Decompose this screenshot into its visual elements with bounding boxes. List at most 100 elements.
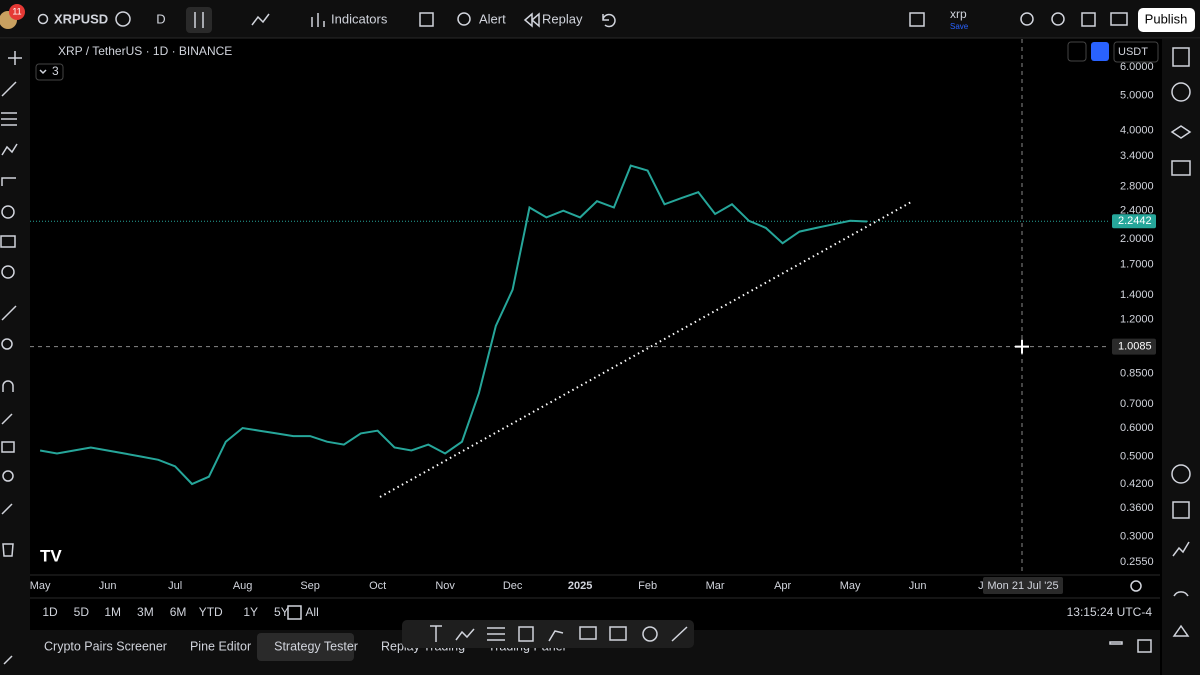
range-button[interactable]: 1M xyxy=(104,605,121,619)
clock: 13:15:24 UTC-4 xyxy=(1067,605,1153,619)
lock-drawing[interactable] xyxy=(1,413,13,425)
candle-type[interactable] xyxy=(186,7,212,33)
y-tick-label: 2.0000 xyxy=(1120,233,1154,245)
watchlist[interactable] xyxy=(1172,47,1190,67)
axis-settings[interactable] xyxy=(1130,580,1142,592)
chart-style[interactable] xyxy=(251,13,270,26)
layouts-icon[interactable] xyxy=(419,12,434,27)
fib-tool[interactable] xyxy=(1,112,17,126)
crosshair-tool[interactable] xyxy=(8,51,22,65)
alert-icon xyxy=(457,12,471,26)
note-tool[interactable] xyxy=(579,626,597,640)
panel-tab[interactable]: Crypto Pairs Screener xyxy=(44,639,167,653)
settings[interactable] xyxy=(1051,12,1065,26)
link-tool[interactable] xyxy=(1,503,13,515)
range-button[interactable]: 6M xyxy=(170,605,187,619)
panel-tab[interactable]: Pine Editor xyxy=(190,639,251,653)
hotlist[interactable] xyxy=(1172,541,1190,557)
alert-button[interactable]: Alert xyxy=(479,11,506,26)
badge xyxy=(9,4,25,20)
object-tree[interactable] xyxy=(1170,125,1192,139)
line-tool[interactable] xyxy=(671,626,688,642)
rect-tool[interactable] xyxy=(518,626,534,642)
sidebar-icons xyxy=(1170,47,1192,637)
signals[interactable] xyxy=(1173,591,1189,597)
visibility-tool[interactable] xyxy=(2,470,14,482)
scale-down[interactable] xyxy=(1067,41,1087,62)
logo: TV xyxy=(40,546,62,565)
path-tool[interactable] xyxy=(455,628,475,641)
chevron xyxy=(39,69,47,75)
image-tool[interactable] xyxy=(609,626,627,641)
curve-tool[interactable] xyxy=(548,630,564,642)
last-price-label: 2.2442 xyxy=(1118,215,1152,227)
fullscreen-toggle[interactable] xyxy=(909,12,925,27)
pattern-tool[interactable] xyxy=(1,143,18,156)
currency-select[interactable] xyxy=(1113,41,1159,63)
fullscreen[interactable] xyxy=(1081,12,1096,27)
text-tool[interactable] xyxy=(430,625,442,642)
y-tick-label: 1.4000 xyxy=(1120,289,1154,301)
alerts[interactable] xyxy=(1171,82,1191,102)
x-tick-label: Feb xyxy=(638,580,657,592)
y-tick-label: 0.7000 xyxy=(1120,398,1154,410)
zoom-tool[interactable] xyxy=(1,338,13,350)
range-button[interactable]: 5D xyxy=(74,605,90,619)
quick-search[interactable] xyxy=(1020,12,1034,26)
range-button[interactable]: All xyxy=(305,605,318,619)
magnet-tool[interactable] xyxy=(2,380,14,392)
undo[interactable] xyxy=(602,13,616,28)
crosshair-price-label: 1.0085 xyxy=(1118,341,1152,353)
publish-button[interactable] xyxy=(1138,8,1195,32)
indicator-count: 3 xyxy=(52,64,59,78)
lock-tool[interactable] xyxy=(1,441,15,453)
interval[interactable]: D xyxy=(156,11,165,26)
ruler-tool[interactable] xyxy=(1,305,17,321)
minimize[interactable] xyxy=(1109,641,1123,645)
symbol[interactable]: XRPUSD xyxy=(54,11,108,26)
circle-tool[interactable] xyxy=(642,626,658,642)
auto-scale[interactable] xyxy=(1091,42,1109,61)
left-toolbar xyxy=(0,39,30,675)
calendar[interactable] xyxy=(1172,501,1190,519)
replay-icon xyxy=(523,12,540,28)
x-tick-label: Jun xyxy=(909,580,927,592)
floating-toolbar xyxy=(402,620,694,648)
replay-button[interactable]: Replay xyxy=(542,11,583,26)
y-tick-label: 4.0000 xyxy=(1120,124,1154,136)
snapshot[interactable] xyxy=(1110,12,1128,26)
search-icon[interactable] xyxy=(37,13,49,25)
indicators-toggle[interactable] xyxy=(35,63,64,81)
range-button[interactable]: 1D xyxy=(42,605,58,619)
right-sidebar xyxy=(1162,39,1200,675)
goto-date[interactable] xyxy=(287,605,302,620)
x-tick-label: Oct xyxy=(369,580,386,592)
layout-name[interactable]: xrp xyxy=(950,7,967,21)
range-button[interactable]: 3M xyxy=(137,605,154,619)
range-button[interactable]: 5Y xyxy=(274,605,289,619)
top-toolbar xyxy=(0,0,1200,38)
range-button[interactable]: YTD xyxy=(199,605,223,619)
maximize[interactable] xyxy=(1137,639,1152,653)
notifications[interactable] xyxy=(1172,624,1190,637)
panel-tab[interactable]: Strategy Tester xyxy=(274,639,358,653)
remove-tool[interactable] xyxy=(2,543,14,557)
legend-title: XRP / TetherUS · 1D · BINANCE xyxy=(58,44,232,58)
brush-tool[interactable] xyxy=(1,205,15,219)
chats[interactable] xyxy=(1171,160,1191,176)
y-tick-label: 0.4200 xyxy=(1120,478,1154,490)
favorites[interactable] xyxy=(3,655,13,665)
emoji-tool[interactable] xyxy=(1,265,15,279)
image-tool[interactable] xyxy=(0,235,16,248)
indicators-button[interactable]: Indicators xyxy=(331,11,388,26)
x-tick-label: Dec xyxy=(503,580,523,592)
projection-tool[interactable] xyxy=(1,177,16,186)
ideas[interactable] xyxy=(1171,464,1191,484)
add-symbol[interactable] xyxy=(115,11,131,27)
x-tick-label: Mar xyxy=(706,580,725,592)
lines-tool[interactable] xyxy=(487,627,505,641)
y-tick-label: 0.8500 xyxy=(1120,367,1154,379)
range-button[interactable]: 1Y xyxy=(243,605,258,619)
crosshair-date-label: Mon 21 Jul '25 xyxy=(987,580,1058,592)
trendline-tool[interactable] xyxy=(1,81,17,97)
